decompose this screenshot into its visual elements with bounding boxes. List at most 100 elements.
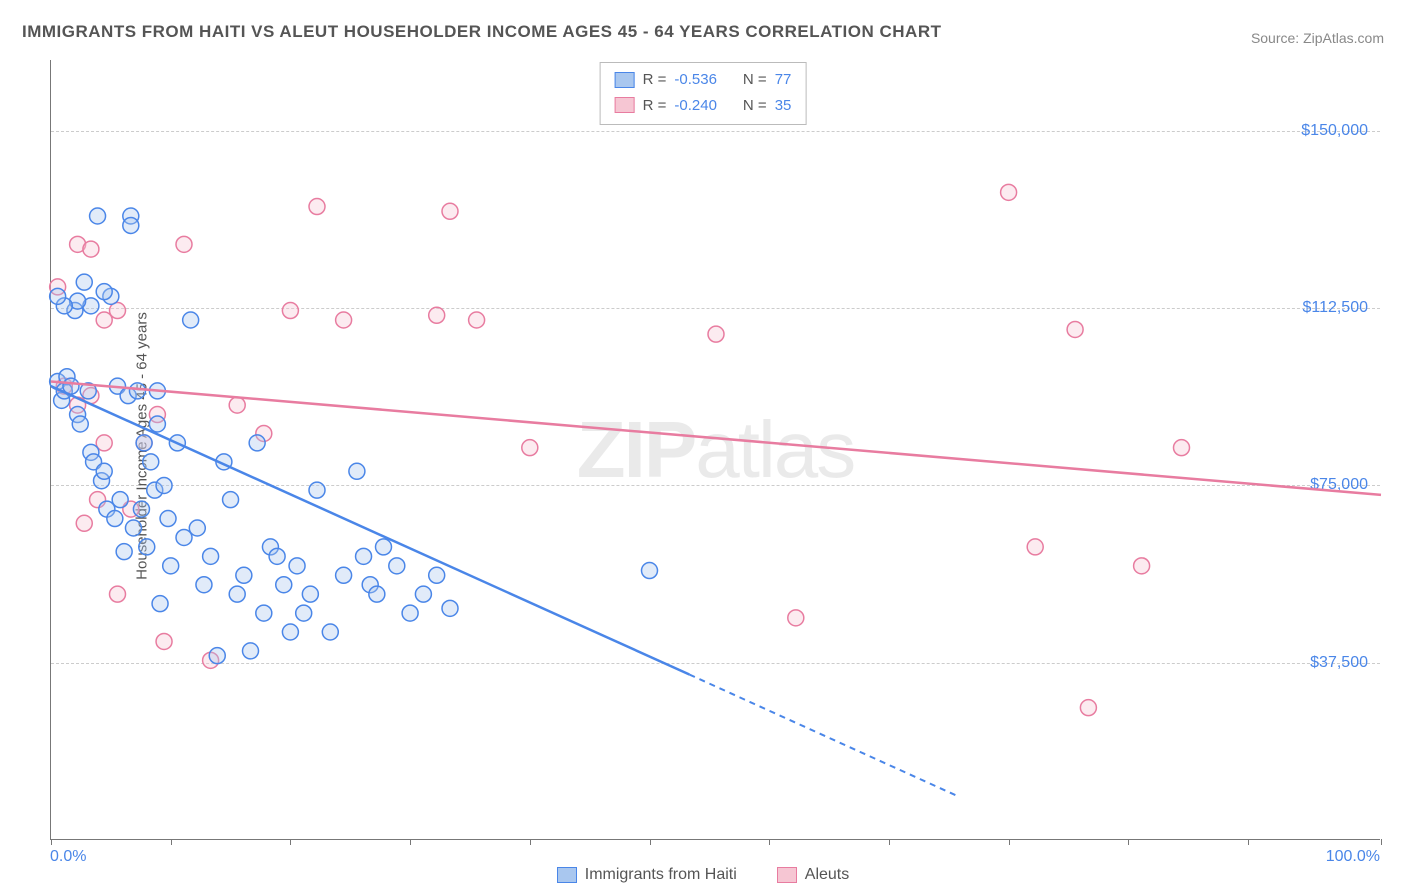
data-point: [282, 303, 298, 319]
data-point: [236, 567, 252, 583]
source-name: ZipAtlas.com: [1303, 30, 1384, 46]
x-tick: [530, 839, 531, 845]
data-point: [229, 586, 245, 602]
data-point: [256, 605, 272, 621]
legend-item-label: Aleuts: [805, 866, 849, 883]
legend-swatch: [615, 72, 635, 88]
x-tick: [51, 839, 52, 845]
data-point: [642, 563, 658, 579]
data-point: [96, 284, 112, 300]
data-point: [143, 454, 159, 470]
data-point: [1174, 440, 1190, 456]
data-point: [176, 236, 192, 252]
data-point: [336, 312, 352, 328]
data-point: [356, 548, 372, 564]
data-point: [249, 435, 265, 451]
source-label: Source:: [1251, 30, 1303, 46]
data-point: [110, 586, 126, 602]
legend-row: R =-0.536N =77: [615, 67, 792, 93]
data-point: [116, 544, 132, 560]
data-point: [389, 558, 405, 574]
data-point: [269, 548, 285, 564]
data-point: [349, 463, 365, 479]
data-point: [76, 515, 92, 531]
data-point: [302, 586, 318, 602]
legend-item-label: Immigrants from Haiti: [585, 866, 737, 883]
data-point: [243, 643, 259, 659]
data-point: [1067, 321, 1083, 337]
x-tick: [1381, 839, 1382, 845]
data-point: [229, 397, 245, 413]
chart-plot-area: ZIPatlas $37,500$75,000$112,500$150,000: [50, 60, 1380, 840]
data-point: [163, 558, 179, 574]
data-point: [129, 383, 145, 399]
legend-n-value: 77: [775, 67, 792, 93]
data-point: [149, 416, 165, 432]
data-point: [296, 605, 312, 621]
data-point: [309, 199, 325, 215]
x-tick: [769, 839, 770, 845]
data-point: [708, 326, 724, 342]
data-point: [369, 586, 385, 602]
legend-item: Aleuts: [777, 866, 849, 884]
legend-r-value: -0.240: [674, 93, 717, 119]
trend-line-extrapolated: [689, 675, 955, 796]
data-point: [139, 539, 155, 555]
x-tick: [1128, 839, 1129, 845]
x-tick: [650, 839, 651, 845]
legend-row: R =-0.240N =35: [615, 93, 792, 119]
legend-r-label: R =: [643, 67, 667, 93]
data-point: [376, 539, 392, 555]
data-point: [1134, 558, 1150, 574]
data-point: [160, 511, 176, 527]
x-tick: [171, 839, 172, 845]
data-point: [50, 288, 66, 304]
legend-n-label: N =: [743, 67, 767, 93]
legend-r-label: R =: [643, 93, 667, 119]
data-point: [189, 520, 205, 536]
data-point: [90, 208, 106, 224]
data-point: [76, 274, 92, 290]
legend-item: Immigrants from Haiti: [557, 866, 737, 884]
data-point: [788, 610, 804, 626]
data-point: [209, 648, 225, 664]
x-tick: [889, 839, 890, 845]
correlation-legend: R =-0.536N =77R =-0.240N =35: [600, 62, 807, 125]
data-point: [402, 605, 418, 621]
data-point: [442, 600, 458, 616]
chart-title: IMMIGRANTS FROM HAITI VS ALEUT HOUSEHOLD…: [22, 22, 942, 42]
x-tick: [1009, 839, 1010, 845]
legend-swatch: [777, 867, 797, 883]
data-point: [123, 217, 139, 233]
legend-swatch: [615, 97, 635, 113]
data-point: [282, 624, 298, 640]
data-point: [83, 241, 99, 257]
data-point: [96, 463, 112, 479]
data-point: [289, 558, 305, 574]
data-point: [156, 477, 172, 493]
data-point: [1001, 184, 1017, 200]
data-point: [196, 577, 212, 593]
data-point: [203, 548, 219, 564]
x-tick: [290, 839, 291, 845]
data-point: [183, 312, 199, 328]
x-tick: [410, 839, 411, 845]
chart-svg: [51, 60, 1380, 839]
data-point: [322, 624, 338, 640]
data-point: [429, 307, 445, 323]
data-point: [415, 586, 431, 602]
data-point: [133, 501, 149, 517]
data-point: [276, 577, 292, 593]
source-attribution: Source: ZipAtlas.com: [1251, 30, 1384, 46]
data-point: [112, 492, 128, 508]
data-point: [442, 203, 458, 219]
data-point: [223, 492, 239, 508]
data-point: [156, 633, 172, 649]
x-axis-end-label: 100.0%: [1326, 848, 1380, 892]
data-point: [429, 567, 445, 583]
data-point: [136, 435, 152, 451]
trend-line: [51, 386, 689, 674]
x-tick: [1248, 839, 1249, 845]
legend-n-label: N =: [743, 93, 767, 119]
data-point: [72, 416, 88, 432]
